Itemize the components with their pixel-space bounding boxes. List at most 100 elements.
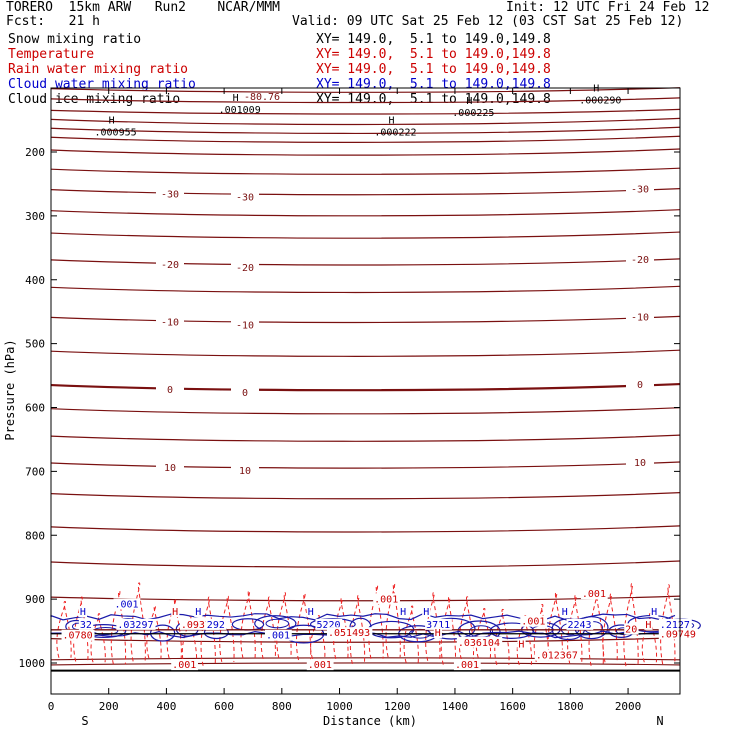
temperature-contour <box>50 97 681 104</box>
cloud-water-contour <box>489 622 535 639</box>
lower-value-label: H <box>80 607 86 618</box>
temperature-contour <box>50 167 681 175</box>
legend-rain-name: Rain water mixing ratio <box>8 62 189 77</box>
maximum-value: .001009 <box>219 105 261 116</box>
lower-value-label: .03297 <box>117 620 153 631</box>
lower-label-bg <box>399 606 408 618</box>
end-label-north: N <box>656 714 663 728</box>
temperature-contour <box>50 657 681 661</box>
lower-label-bg <box>116 618 156 630</box>
rain-contour <box>547 591 563 661</box>
maximum-marker: H <box>109 115 115 126</box>
label-layer: -30 -30 -30 -20 -20 -20 -10 -10 -10 0 0 0 10 10 10 -80.… <box>61 83 699 671</box>
lower-value-label: H <box>423 607 429 618</box>
x-tick-label: 1200 <box>384 700 411 713</box>
legend-rain-xy: XY= 149.0, 5.1 to 149.0,149.8 <box>316 62 551 77</box>
rain-contour <box>310 614 326 660</box>
lower-label-bg <box>517 638 526 650</box>
rain-contour <box>588 589 604 666</box>
x-tick-label: 1400 <box>442 700 469 713</box>
maximum-marker: H <box>233 93 239 104</box>
lower-value-label: .09374 <box>181 620 217 631</box>
temperature-contour <box>50 231 681 239</box>
maximum-value: .000290 <box>579 95 621 106</box>
end-label-south: S <box>81 714 88 728</box>
temperature-contour <box>50 148 681 156</box>
x-tick-label: 1600 <box>499 700 526 713</box>
rain-contour <box>425 591 441 661</box>
temperature-contour <box>50 87 681 93</box>
rain-contour <box>130 582 146 662</box>
maximum-value: .000225 <box>452 108 494 119</box>
contour-label-bg <box>626 182 654 195</box>
lower-label-bg <box>171 606 180 618</box>
temperature-contour <box>50 285 681 294</box>
temperature-contour <box>50 108 681 115</box>
lower-value-label: H <box>518 640 524 651</box>
lower-value-label: 32 <box>80 620 92 631</box>
header-model: TORERO 15km ARW Run2 NCAR/MMM <box>6 0 280 15</box>
rain-contour <box>602 593 618 663</box>
lower-value-label: H <box>172 607 178 618</box>
y-tick-label: 200 <box>25 146 45 159</box>
y-tick-label: 600 <box>25 402 45 415</box>
lower-label-bg <box>179 618 220 630</box>
lower-value-label: .001 <box>374 594 398 605</box>
lower-value-label: .001 <box>114 599 138 610</box>
lower-label-bg <box>113 598 141 610</box>
contour-label: 0 <box>242 388 248 399</box>
lower-label-bg <box>306 659 334 671</box>
lower-value-label: .001 <box>455 660 479 671</box>
header-init: Init: 12 UTC Fri 24 Feb 12 <box>506 0 710 15</box>
legend-temp-xy: XY= 149.0, 5.1 to 149.0,149.8 <box>316 47 551 62</box>
legend-snow-xy: XY= 149.0, 5.1 to 149.0,149.8 <box>316 32 551 47</box>
contour-label-bg <box>156 460 184 473</box>
lower-label-bg <box>650 606 659 618</box>
contour-label-bg <box>156 315 184 328</box>
lower-label-bg <box>306 606 315 618</box>
x-tick-label: 400 <box>156 700 176 713</box>
lower-label-bg <box>315 618 343 630</box>
contour-label: -20 <box>161 260 179 271</box>
legend-temp-name: Temperature <box>8 47 95 62</box>
rain-contour <box>458 596 474 660</box>
contour-label-bg <box>231 386 259 399</box>
x-tick-label: 1000 <box>326 700 353 713</box>
axes-layer: 0 200 400 600 800 1000 1200 1400 1600 1800 2000200… <box>19 88 680 713</box>
lower-label-bg <box>534 649 581 661</box>
lower-label-bg <box>658 618 692 630</box>
temperature-contour <box>50 258 681 266</box>
lower-value-label: H <box>435 628 441 639</box>
y-tick-label: 500 <box>25 338 45 351</box>
lower-value-label: 292 <box>207 620 225 631</box>
y-tick-label: 700 <box>25 465 45 478</box>
contour-label-bg <box>156 257 184 270</box>
lower-label-bg <box>373 593 400 605</box>
y-tick-label: 400 <box>25 274 45 287</box>
contour-label: 0 <box>637 380 643 391</box>
x-tick-label: 800 <box>272 700 292 713</box>
lower-label-bg <box>658 628 699 640</box>
temperature-contour <box>50 126 681 135</box>
lower-value-label: H <box>308 607 314 618</box>
rain-contour <box>73 596 89 662</box>
contour-label: -10 <box>236 320 254 331</box>
temperature-contour <box>50 492 681 500</box>
rain-contour <box>146 605 162 659</box>
rain-contour <box>276 592 292 659</box>
lower-value-label: H <box>400 607 406 618</box>
lower-value-label: .001 <box>521 617 545 628</box>
lower-value-label: H <box>651 607 657 618</box>
lower-label-bg <box>456 636 503 648</box>
temperature-contour <box>50 525 681 533</box>
lower-label-bg <box>520 615 548 627</box>
contour-label-bg <box>156 187 184 200</box>
contour-label-bg <box>231 318 259 331</box>
contour-label-bg <box>626 378 654 391</box>
lower-label-bg <box>433 627 442 639</box>
contour-label: -20 <box>631 255 649 266</box>
y-tick-label: 1000 <box>19 657 46 670</box>
lower-value-label: .012367 <box>536 651 578 662</box>
lower-label-bg <box>264 629 292 641</box>
contour-label: 0 <box>167 385 173 396</box>
